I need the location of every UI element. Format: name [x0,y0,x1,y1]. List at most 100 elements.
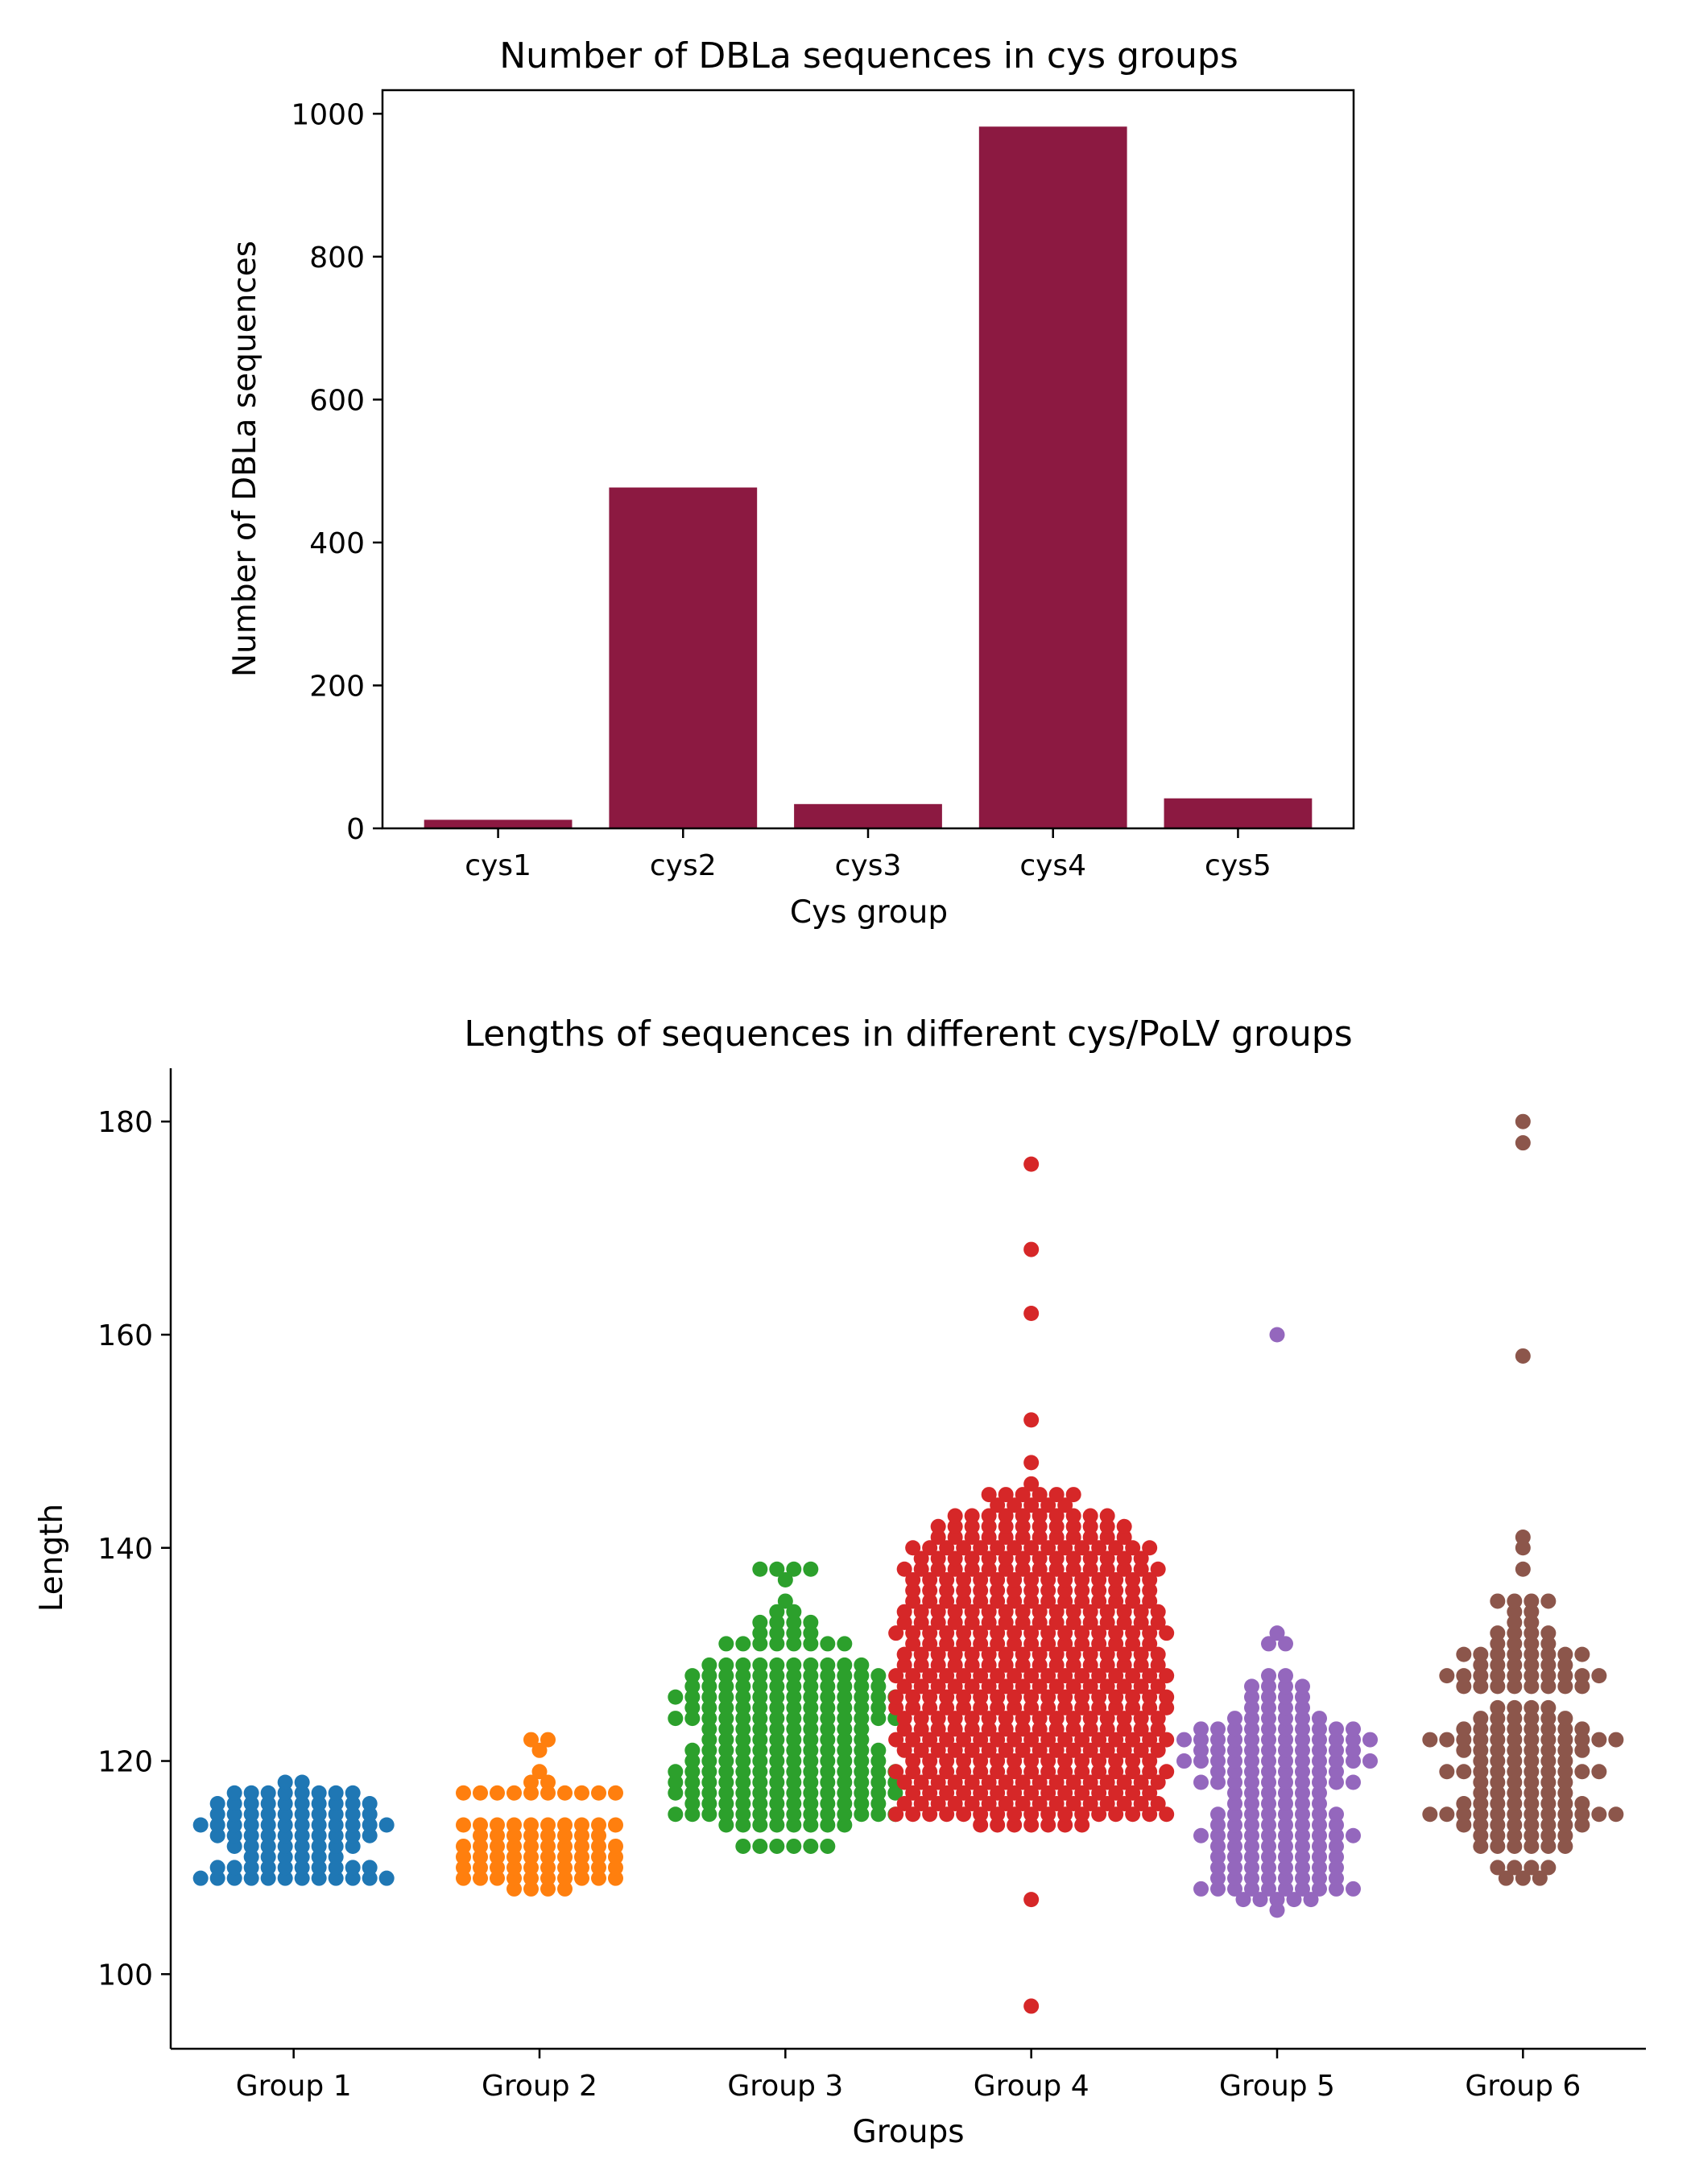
swarm-point-group-4 [922,1625,938,1641]
swarm-point-group-4 [1082,1614,1098,1630]
swarm-point-group-4 [1091,1785,1107,1801]
swarm-point-group-6 [1473,1838,1489,1854]
swarm-point-group-3 [684,1796,701,1811]
swarm-point-group-5 [1227,1827,1242,1843]
swarm-point-group-6 [1557,1827,1573,1843]
swarm-point-group-4 [930,1657,946,1673]
swarm-point-group-4 [1023,1892,1040,1908]
swarm-point-group-4 [1032,1774,1048,1790]
swarm-point-group-1 [311,1796,327,1811]
bar-chart-title: Number of DBLa sequences in cys groups [499,35,1238,76]
swarm-point-group-4 [888,1732,904,1748]
swarm-point-group-6 [1591,1732,1607,1748]
swarm-point-group-6 [1524,1646,1540,1662]
swarm-point-group-4 [1023,1785,1040,1801]
swarm-point-group-3 [786,1817,802,1833]
swarm-point-group-4 [1023,1998,1040,2014]
swarm-point-group-4 [947,1550,963,1567]
swarm-point-group-3 [837,1796,853,1811]
swarm-point-group-4 [1065,1518,1081,1534]
swarm-point-group-2 [523,1881,539,1897]
swarm-point-group-4 [1074,1732,1090,1748]
swarm-point-group-4 [1125,1699,1141,1715]
swarm-point-group-5 [1193,1753,1209,1769]
swarm-point-group-4 [1007,1668,1023,1684]
swarm-point-group-4 [1007,1732,1023,1748]
swarm-point-group-5 [1176,1753,1192,1769]
swarm-point-group-5 [1346,1721,1361,1737]
swarm-point-group-1 [277,1785,293,1801]
swarm-point-group-4 [1133,1711,1149,1727]
swarm-point-group-3 [735,1796,751,1811]
swarm-point-group-4 [973,1764,989,1780]
bar-y-tick-label: 600 [309,384,365,417]
swarm-point-group-4 [947,1678,963,1695]
bar-cys3 [794,803,942,828]
swarm-point-group-4 [990,1668,1006,1684]
swarm-point-group-2 [608,1870,623,1886]
swarm-point-group-4 [990,1583,1006,1599]
swarm-point-group-6 [1456,1646,1472,1662]
swarm-point-group-4 [1040,1636,1056,1652]
swarm-point-group-4 [1116,1711,1132,1727]
swarm-point-group-4 [1015,1721,1031,1737]
swarm-point-group-4 [1057,1571,1073,1587]
swarm-point-group-6 [1557,1721,1573,1737]
swarm-point-group-4 [981,1550,997,1567]
swarm-point-group-3 [820,1699,836,1715]
swarm-point-group-4 [913,1561,929,1577]
swarm-point-group-4 [888,1806,904,1823]
swarm-point-group-3 [752,1614,768,1630]
swarm-chart-x-axis-label: Groups [852,2114,964,2150]
swarm-point-group-3 [718,1753,734,1769]
swarm-point-group-4 [1159,1699,1175,1715]
swarm-point-group-3 [718,1817,734,1833]
swarm-point-group-2 [506,1827,522,1843]
swarm-point-group-4 [1091,1540,1107,1556]
swarm-point-group-5 [1252,1892,1268,1908]
swarm-point-group-3 [735,1806,751,1823]
swarm-point-group-3 [701,1742,717,1758]
swarm-point-group-5 [1227,1838,1242,1854]
swarm-point-group-6 [1507,1625,1523,1641]
swarm-point-group-3 [803,1764,819,1780]
swarm-point-group-1 [311,1806,327,1823]
swarm-point-group-4 [922,1668,938,1684]
swarm-point-group-3 [769,1711,785,1727]
swarm-point-group-6 [1507,1593,1523,1609]
swarm-point-group-6 [1490,1817,1506,1833]
swarm-point-group-1 [260,1860,276,1876]
swarm-point-group-4 [1032,1614,1048,1630]
swarm-point-group-4 [1023,1625,1040,1641]
swarm-point-group-4 [1015,1530,1031,1546]
swarm-point-group-4 [973,1593,989,1609]
swarm-point-group-4 [981,1604,997,1620]
swarm-point-group-4 [1065,1646,1081,1662]
swarm-point-group-5 [1227,1753,1242,1769]
swarm-point-group-6 [1557,1753,1573,1769]
swarm-point-group-4 [956,1806,972,1823]
swarm-point-group-4 [1048,1678,1065,1695]
swarm-point-group-4 [1007,1689,1023,1705]
swarm-point-group-5 [1235,1892,1251,1908]
swarm-point-group-4 [1116,1614,1132,1630]
swarm-point-group-3 [854,1796,870,1811]
swarm-point-group-4 [1023,1806,1040,1823]
swarm-point-group-6 [1532,1870,1548,1886]
swarm-point-group-4 [1048,1711,1065,1727]
swarm-point-group-3 [769,1668,785,1684]
swarm-point-group-4 [1091,1593,1107,1609]
swarm-point-group-3 [769,1742,785,1758]
swarm-point-group-4 [930,1604,946,1620]
swarm-point-group-4 [939,1540,955,1556]
swarm-point-group-5 [1278,1699,1293,1715]
swarm-point-group-5 [1210,1860,1226,1876]
swarm-point-group-3 [684,1785,701,1801]
swarm-point-group-3 [684,1764,701,1780]
swarm-point-group-4 [1015,1550,1031,1567]
swarm-point-group-4 [905,1540,921,1556]
swarm-point-group-5 [1210,1838,1226,1854]
swarm-point-group-4 [973,1668,989,1684]
swarm-point-group-2 [523,1827,539,1843]
swarm-point-group-5 [1210,1849,1226,1865]
